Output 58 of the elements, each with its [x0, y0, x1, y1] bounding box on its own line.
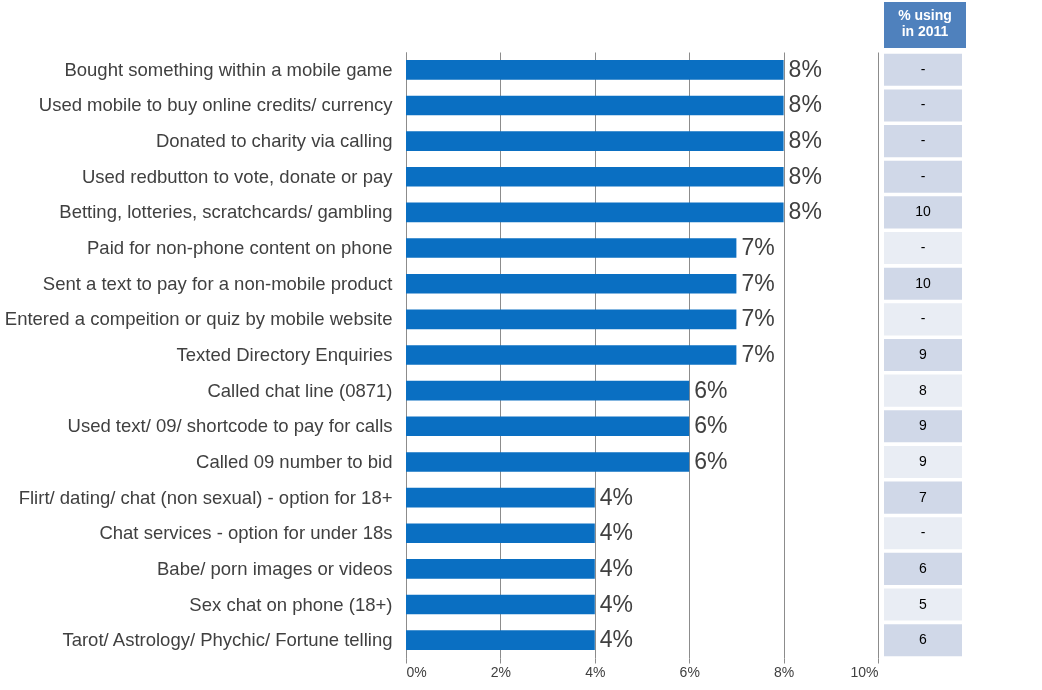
y-tick-label: Babe/ porn images or videos [157, 557, 393, 579]
y-tick-label: Betting, lotteries, scratchcards/ gambling [59, 201, 393, 223]
y-tick-label: Texted Directory Enquiries [176, 344, 393, 365]
data-label: 7% [741, 305, 775, 332]
text: 10 [915, 274, 931, 291]
text: - [920, 239, 926, 256]
data-label: 4% [599, 554, 634, 581]
text: - [920, 96, 926, 113]
y-tick-label: Bought something within a mobile game [64, 58, 393, 80]
y-tick-label: Used redbutton to vote, donate or pay [81, 165, 394, 187]
data-label: 6% [694, 447, 728, 474]
y-tick-label: Tarot/ Astrology/ Phychic/ Fortune telling [62, 629, 393, 651]
text: 9 [919, 452, 928, 469]
text: - [920, 60, 926, 77]
y-tick-label: Donated to charity via calling [155, 130, 393, 152]
y-tick-label: Used text/ 09/ shortcode to pay for calls [67, 415, 393, 437]
data-label: 4% [599, 626, 634, 653]
data-label: 6% [694, 376, 728, 403]
data-label: 8% [788, 127, 822, 154]
data-label: 8% [788, 162, 822, 189]
text: 7 [919, 488, 928, 505]
data-label: 8% [788, 55, 822, 82]
y-tick-label: Used mobile to buy online credits/ currency [38, 94, 394, 116]
y-tick-label: Sent a text to pay for a non-mobile product [42, 272, 393, 294]
y-tick-label: Called 09 number to bid [196, 450, 393, 472]
y-tick-label: Sex chat on phone (18+) [189, 593, 393, 615]
x-tick-label: 10% [850, 663, 879, 680]
text: 8 [919, 381, 928, 398]
text: - [920, 167, 926, 184]
data-label: 4% [599, 590, 634, 617]
y-tick-label: Entered a compeition or quiz by mobile website [4, 308, 393, 330]
y-tick-label: Flirt/ dating/ chat (non sexual) - option for 18+ [18, 486, 393, 508]
text: 10 [915, 203, 931, 220]
y-tick-label: Paid for non-phone content on phone [87, 237, 393, 259]
text: 9 [919, 346, 928, 362]
data-label: 4% [599, 519, 634, 546]
data-label: 8% [788, 198, 822, 225]
y-tick-label: Chat services - option for under 18s [99, 522, 393, 544]
text: 9 [919, 417, 928, 434]
data-label: 7% [741, 234, 775, 261]
x-tick-label: 2% [490, 663, 512, 680]
data-label: 8% [788, 91, 822, 118]
data-label: 4% [599, 483, 634, 510]
x-tick-label: 4% [585, 663, 606, 680]
text: - [920, 310, 926, 327]
data-label: 7% [741, 341, 775, 367]
text: - [920, 132, 926, 149]
x-tick-label: 8% [773, 663, 795, 680]
text: 5 [919, 595, 928, 612]
data-label: 6% [694, 412, 728, 439]
y-tick-label: Called chat line (0871) [207, 379, 393, 401]
text: 6 [919, 631, 928, 648]
x-tick-label: 6% [679, 663, 700, 680]
text: - [920, 524, 926, 541]
text: % using in 2011 [898, 7, 952, 39]
text: 6 [919, 559, 928, 576]
data-label: 7% [741, 269, 775, 296]
x-tick-label: 0% [406, 663, 427, 680]
